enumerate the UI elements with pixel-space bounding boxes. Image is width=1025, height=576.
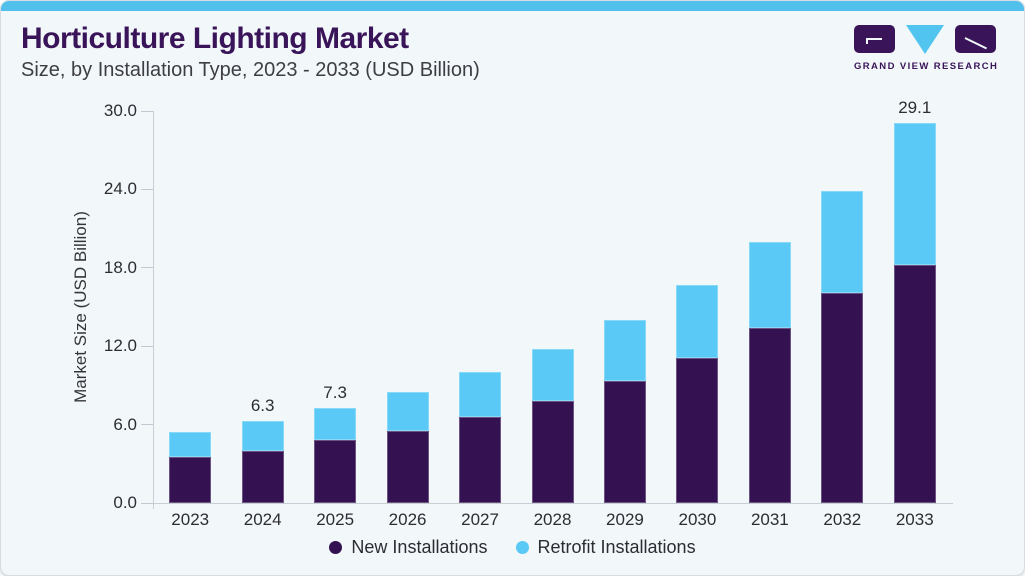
bar-segment-retrofit-installations-2032	[821, 190, 864, 293]
y-tick-label: 30.0	[103, 101, 137, 120]
x-tick-label-2030: 2030	[678, 510, 717, 529]
bar-segment-new-installations-2024	[241, 450, 284, 503]
bar-segment-new-installations-2030	[676, 357, 719, 503]
logo-r-block-icon	[955, 25, 996, 53]
bar-segment-retrofit-installations-2026	[386, 391, 429, 432]
y-tick-label: 0.0	[113, 493, 137, 512]
logo-r-mark	[964, 37, 988, 50]
bar-total-label-2033: 29.1	[898, 97, 932, 117]
logo-v-triangle-icon	[906, 25, 944, 54]
bar-segment-retrofit-installations-2023	[169, 432, 212, 458]
bar-segment-new-installations-2025	[314, 440, 357, 503]
logo-g-block-icon	[854, 25, 895, 53]
x-tick-label-2027: 2027	[461, 510, 499, 529]
x-tick-label-2033: 2033	[895, 510, 934, 529]
top-accent-bar	[1, 1, 1024, 11]
bar-segment-retrofit-installations-2025	[314, 407, 357, 441]
y-tick-mark	[141, 502, 153, 504]
bar-segment-new-installations-2032	[821, 292, 864, 503]
logo-g-mark	[866, 38, 882, 44]
page-title: Horticulture Lighting Market	[21, 22, 409, 55]
x-tick-label-2031: 2031	[750, 510, 789, 529]
bar-segment-retrofit-installations-2029	[603, 320, 646, 382]
bar-segment-new-installations-2028	[531, 401, 574, 503]
chart-subtitle: Size, by Installation Type, 2023 - 2033 …	[21, 58, 480, 81]
x-axis-line	[153, 503, 953, 504]
bar-segment-new-installations-2023	[169, 457, 212, 503]
bar-segment-retrofit-installations-2033	[893, 122, 936, 266]
y-tick-mark	[141, 188, 153, 190]
y-tick-mark	[141, 345, 153, 347]
y-tick-label: 6.0	[113, 414, 137, 434]
chart-header: Horticulture Lighting Market Size, by In…	[21, 23, 480, 82]
legend-dot-icon	[329, 541, 343, 554]
bar-segment-retrofit-installations-2024	[241, 420, 284, 451]
x-tick-label-2024: 2024	[243, 510, 282, 529]
y-tick-mark	[141, 267, 153, 269]
bar-segment-retrofit-installations-2027	[459, 372, 502, 417]
legend-dot-icon	[515, 541, 529, 554]
x-tick-label-2032: 2032	[823, 510, 862, 529]
y-axis-title: Market Size (USD Billion)	[71, 211, 90, 403]
bar-segment-new-installations-2027	[459, 416, 502, 503]
gvr-logo: GRAND VIEW RESEARCH	[854, 25, 999, 72]
bar-segment-new-installations-2031	[748, 327, 791, 503]
legend-item-retrofit-installations: Retrofit Installations	[515, 537, 696, 558]
y-tick-mark	[141, 110, 153, 112]
legend-label: Retrofit Installations	[537, 537, 696, 557]
x-tick-label-2029: 2029	[606, 510, 644, 529]
logo-text: GRAND VIEW RESEARCH	[854, 61, 999, 72]
legend: New Installations Retrofit Installations	[1, 537, 1024, 558]
bar-segment-new-installations-2026	[386, 431, 429, 503]
gvr-logo-icon	[854, 25, 996, 55]
legend-item-new-installations: New Installations	[329, 537, 488, 558]
x-tick-label-2023: 2023	[171, 510, 210, 529]
bar-segment-new-installations-2029	[603, 381, 646, 503]
legend-label: New Installations	[351, 537, 488, 557]
y-axis-line	[153, 111, 154, 509]
x-tick-label-2025: 2025	[316, 510, 355, 529]
bar-segment-new-installations-2033	[893, 265, 936, 503]
bar-segment-retrofit-installations-2030	[676, 284, 719, 358]
y-tick-mark	[141, 424, 153, 426]
bar-total-label-2025: 7.3	[323, 382, 347, 402]
x-tick-label-2028: 2028	[533, 510, 572, 529]
x-tick-label-2026: 2026	[388, 510, 427, 529]
y-tick-label: 18.0	[103, 257, 137, 277]
bar-segment-retrofit-installations-2028	[531, 348, 574, 402]
bar-total-label-2024: 6.3	[250, 395, 275, 415]
bar-segment-retrofit-installations-2031	[748, 241, 791, 328]
y-tick-label: 12.0	[103, 336, 137, 356]
y-tick-label: 24.0	[103, 179, 137, 199]
